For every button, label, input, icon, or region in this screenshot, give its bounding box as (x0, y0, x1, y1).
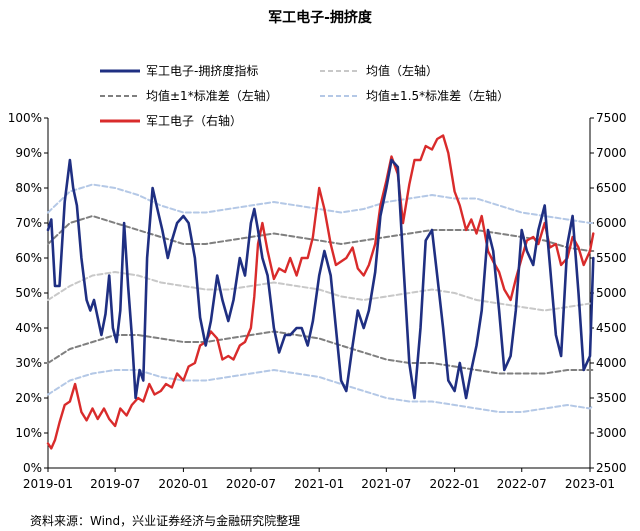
legend-label-index: 军工电子（右轴） (146, 113, 242, 128)
legend-label-std1: 均值±1*标准差（左轴） (146, 88, 278, 103)
legend-label-crowding: 军工电子-拥挤度指标 (146, 63, 258, 78)
x-tick-label: 2019-07 (90, 477, 140, 491)
right-tick-label: 2500 (596, 461, 627, 475)
left-tick-label: 100% (8, 111, 42, 125)
series-line-crowding (46, 158, 595, 400)
series-line-std15-lower (47, 369, 595, 413)
series-line-index (46, 134, 595, 450)
left-tick-label: 0% (23, 461, 42, 475)
right-tick-label: 3500 (596, 391, 627, 405)
legend-item-std15: 均值±1.5*标准差（左轴） (320, 88, 509, 103)
x-tick-label: 2021-07 (361, 477, 411, 491)
axes: 0% 10% 20% 30% 40% 50% 60% 70% 80% 90% 100% 2500 300… (8, 111, 627, 491)
left-tick-label: 70% (15, 216, 42, 230)
x-tick-label: 2022-07 (497, 477, 547, 491)
left-tick-label: 10% (15, 426, 42, 440)
source-note: 资料来源：Wind，兴业证券经济与金融研究院整理 (30, 513, 300, 528)
x-tick-label: 2020-07 (226, 477, 276, 491)
left-tick-label: 60% (15, 251, 42, 265)
left-tick-label: 20% (15, 391, 42, 405)
right-tick-label: 3000 (596, 426, 627, 440)
plot-area (46, 134, 595, 450)
legend-label-mean: 均值（左轴） (366, 63, 438, 78)
legend: 军工电子-拥挤度指标 均值（左轴） 均值±1*标准差（左轴） 均值±1.5*标准… (100, 63, 509, 128)
left-tick-label: 40% (15, 321, 42, 335)
left-tick-label: 50% (15, 286, 42, 300)
x-tick-label: 2023-01 (565, 477, 615, 491)
right-tick-label: 7000 (596, 146, 627, 160)
x-tick-label: 2020-01 (158, 477, 208, 491)
legend-item-index: 军工电子（右轴） (100, 113, 242, 128)
series-line-std1-lower (47, 330, 595, 375)
left-tick-label: 80% (15, 181, 42, 195)
x-tick-label: 2021-01 (294, 477, 344, 491)
legend-item-crowding: 军工电子-拥挤度指标 (100, 63, 258, 78)
right-tick-label: 4000 (596, 356, 627, 370)
chart-title: 军工电子-拥挤度 (268, 9, 373, 26)
legend-item-std1: 均值±1*标准差（左轴） (100, 88, 278, 103)
series-line-mean (47, 271, 595, 312)
x-tick-label: 2022-01 (430, 477, 480, 491)
right-tick-label: 5500 (596, 251, 627, 265)
series-line-std1-upper (47, 215, 595, 252)
left-tick-label: 30% (15, 356, 42, 370)
legend-label-std15: 均值±1.5*标准差（左轴） (366, 88, 509, 103)
right-tick-label: 6500 (596, 181, 627, 195)
right-tick-label: 6000 (596, 216, 627, 230)
legend-item-mean: 均值（左轴） (320, 63, 438, 78)
right-tick-label: 4500 (596, 321, 627, 335)
x-tick-label: 2019-01 (23, 477, 73, 491)
left-tick-label: 90% (15, 146, 42, 160)
series-line-std15-upper (47, 183, 595, 224)
right-tick-label: 7500 (596, 111, 627, 125)
right-tick-label: 5000 (596, 286, 627, 300)
